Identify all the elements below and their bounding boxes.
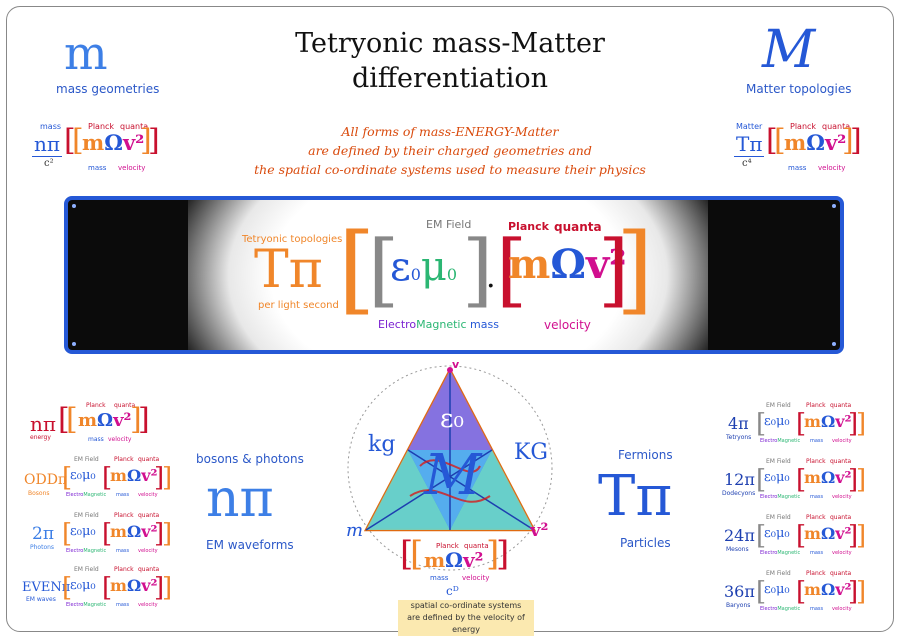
triangle-M: M: [424, 443, 482, 508]
panel-glow: [188, 200, 708, 350]
KG-label: KG: [514, 440, 549, 465]
triangle-formula: [ [ Planck quanta mΩv² ] ] mass velocity: [400, 534, 510, 582]
bosons-title: bosons & photons: [196, 452, 304, 466]
fermions-caption: Particles: [620, 536, 671, 550]
vertex-m-label: m: [346, 520, 364, 541]
corner-dot: [72, 204, 76, 208]
kg-label: kg: [368, 432, 396, 457]
vertex-v-label: v: [452, 358, 460, 371]
right-list-item: 36π Baryons [ EM Field ε₀μ₀ [ Planck qua…: [724, 570, 867, 612]
triangle-eps: ε₀: [440, 404, 464, 434]
matter-formula: Matter Tπ c⁴ [ [ Planck quanta mΩv² ] ] …: [734, 122, 862, 172]
dashed-circle: [347, 365, 553, 571]
spatial-note: spatial co-ordinate systems are defined …: [398, 600, 534, 636]
right-list-item: 24π Mesons [ EM Field ε₀μ₀ [ Planck quan…: [724, 514, 867, 556]
cD-label: cᴰ: [446, 584, 459, 598]
fermions-title: Fermions: [618, 448, 673, 462]
em-mass-label: ElectroMagnetic mass: [378, 318, 499, 331]
fermions-symbol: Tπ: [598, 464, 673, 529]
bosons-symbol: nπ: [206, 469, 274, 529]
subtitle: All forms of mass-ENERGY-Matter are defi…: [254, 124, 646, 177]
tpi-symbol: Tπ: [254, 240, 323, 300]
right-list-item: 4π Tetryons [ EM Field ε₀μ₀ [ Planck qua…: [726, 402, 867, 444]
left-list-item: 2π Photons [ EM Field ε₀μ₀ [ Planck quan…: [30, 512, 173, 554]
corner-dot: [832, 204, 836, 208]
right-list-item: 12π Dodecyons [ EM Field ε₀μ₀ [ Planck q…: [722, 458, 867, 500]
bosons-caption: EM waveforms: [206, 538, 294, 552]
tetryon-triangle-diagram: [347, 365, 553, 571]
matter-symbol: M: [762, 20, 816, 80]
mov-term: mΩv²: [508, 241, 627, 288]
left-list-item: nπ energy [ [ Planck quanta mΩv² ] ] mas…: [30, 402, 150, 443]
mass-geometries-label: mass geometries: [56, 82, 160, 96]
mass-formula: mass nπ c² [ [ Planck quanta mΩv² ] ] ma…: [32, 122, 160, 172]
left-list-item: ODDπ Bosons [ EM Field ε₀μ₀ [ Planck qua…: [24, 456, 173, 498]
vertex-v2-label: v²: [530, 520, 549, 541]
left-list-item: EVENπ EM waves [ EM Field ε₀μ₀ [ Planck …: [22, 566, 173, 608]
page-title: Tetryonic mass-Matter differentiation: [295, 28, 605, 94]
matter-topologies-label: Matter topologies: [746, 82, 852, 96]
corner-dot: [832, 342, 836, 346]
eps-mu-term: ε0μ0: [390, 244, 458, 290]
central-equation-panel: Tetryonic topologies Tπ per light second…: [64, 196, 844, 354]
mass-symbol: m: [64, 26, 108, 80]
corner-dot: [72, 342, 76, 346]
